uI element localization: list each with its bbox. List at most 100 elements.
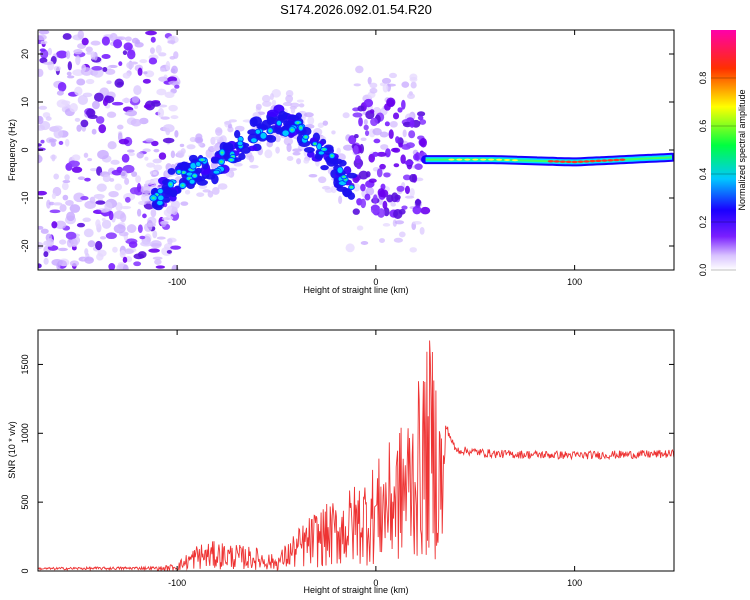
haze-blob [380,144,389,150]
scatter-blob [401,205,408,210]
noise-blob [84,200,97,209]
noise-blob [56,50,68,59]
noise-blob [70,238,78,248]
noise-blob [174,84,180,89]
noise-blob [62,179,71,184]
chirp-peak [275,119,283,127]
noise-blob [122,72,131,79]
noise-blob [83,228,94,238]
noise-blob [102,98,108,107]
scatter-blob [394,194,401,200]
noise-blob [54,220,67,230]
haze-blob [409,76,418,83]
tone-hot [559,160,566,163]
noise-blob [101,217,106,222]
haze-blob [227,123,233,129]
noise-blob [45,116,52,121]
noise-blob [51,221,58,229]
noise-blob [141,193,152,203]
haze-blob [352,183,361,192]
noise-blob [38,30,50,35]
noise-blob [101,36,110,46]
snr-series-line [38,340,674,571]
haze-blob [356,225,364,231]
noise-blob [87,240,96,248]
scatter-blob [405,142,415,149]
tone-hot [504,158,511,161]
noise-blob [82,217,92,222]
tone-hot [577,160,584,163]
noise-blob [74,117,81,122]
chirp-blob [199,166,211,175]
noise-blob [39,48,46,52]
chirp-peak [195,161,202,168]
scatter-blob [409,120,415,128]
haze-blob [170,150,176,159]
chirp-peak [157,188,164,195]
scatter-blob [348,135,357,145]
noise-blob [126,61,135,69]
scatter-blob [376,168,383,178]
haze-blob [355,65,364,74]
haze-blob [402,129,407,138]
noise-blob [64,138,70,147]
noise-blob [146,162,156,168]
noise-blob [38,105,48,110]
noise-blob [53,173,60,180]
noise-blob [101,53,111,59]
colorbar-tick-label: 0.2 [698,216,708,229]
chirp-peak [212,169,221,175]
noise-blob [110,159,120,165]
scatter-blob [396,185,405,192]
noise-blob [39,120,51,131]
noise-blob [120,170,128,179]
tone-hot [448,158,455,161]
noise-blob [117,124,124,130]
noise-blob [84,256,94,264]
chirp-core [330,154,334,157]
haze-blob [292,148,302,152]
chirp-core [193,174,196,177]
haze-blob [382,83,389,93]
noise-blob [56,99,68,108]
noise-blob [76,222,86,228]
haze-blob [217,183,228,190]
chirp-core [220,160,223,163]
noise-blob [77,94,89,105]
scatter-blob [352,112,363,118]
haze-blob [180,201,189,206]
x-tick-label: -100 [168,578,186,588]
noise-blob [104,201,113,212]
chirp-core [229,158,233,161]
noise-blob [167,40,176,44]
noise-blob [91,100,100,110]
tone-hot [607,159,614,162]
y-tick-label: 1500 [20,354,30,374]
noise-blob [137,182,142,193]
snr-plot-area [38,330,674,571]
scatter-blob [414,163,423,171]
scatter-blob [398,142,403,148]
noise-blob [90,51,96,60]
noise-blob [143,71,148,75]
haze-blob [186,144,196,150]
haze-blob [409,188,415,197]
haze-blob [170,200,181,210]
noise-blob [97,149,109,160]
noise-blob [38,115,44,125]
noise-blob [118,61,123,67]
noise-blob [40,40,48,45]
noise-blob [52,202,63,206]
noise-blob [133,85,142,96]
noise-blob [99,236,107,240]
haze-blob [321,185,331,190]
noise-blob [120,205,132,210]
noise-blob [38,68,44,78]
chirp-peak [281,129,290,137]
noise-blob [43,61,54,65]
noise-blob [94,209,102,214]
noise-blob [126,224,137,233]
noise-blob [59,204,67,212]
noise-blob [128,241,138,248]
